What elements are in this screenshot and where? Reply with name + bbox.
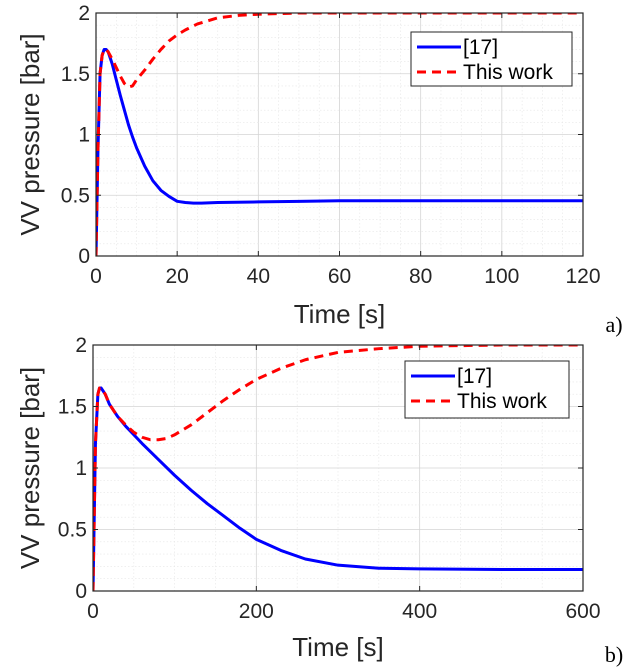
panel-b-legend: [17] This work: [404, 360, 570, 419]
panel-a-chart: 0 20 40 60 80 100 120 0 0.5 1 1.5 2 Time [s] VV pre…: [15, 2, 623, 337]
panel-b-x-tick-label: 0: [87, 600, 99, 623]
panel-a-series-line-17: [96, 47, 583, 256]
panel-b-tag: b): [605, 642, 623, 667]
panel-a-legend: [17] This work: [410, 31, 573, 87]
panel-a-series-line-this-work: [96, 13, 583, 256]
panel-b-series: [93, 345, 583, 591]
panel-b-chart: 0 200 400 600 0 0.5 1 1.5 2 Time [s] VV pressure…: [15, 334, 623, 667]
panel-b-y-axis-label: VV pressure [bar]: [15, 367, 45, 569]
panel-b-x-tick-label: 600: [565, 600, 600, 623]
panel-b-y-tick-label: 0: [75, 580, 87, 603]
panel-b-series-line-17: [93, 386, 583, 591]
panel-a-x-tick-label: 0: [90, 265, 102, 288]
panel-a-x-tick-label: 80: [409, 265, 432, 288]
panel-b-x-tick-label: 400: [402, 600, 437, 623]
panel-a-x-tick-label: 120: [565, 265, 600, 288]
panel-a-legend-label-this-work: This work: [463, 61, 553, 84]
panel-a-legend-box: [410, 31, 573, 87]
panel-b-y-tick-label: 1: [75, 457, 87, 480]
panel-a-x-tick-label: 40: [247, 265, 270, 288]
panel-b-x-tick-label: 200: [239, 600, 274, 623]
panel-a-y-tick-label: 1.5: [61, 63, 90, 86]
panel-b-x-axis-label: Time [s]: [292, 632, 383, 662]
panel-a-y-tick-label: 2: [78, 2, 90, 25]
panel-b-legend-label-17: [17]: [457, 365, 492, 388]
panel-b-y-tick-label: 0.5: [58, 519, 87, 542]
panel-a-tag: a): [605, 312, 622, 337]
panel-a-series: [96, 13, 583, 256]
panel-b-y-tick-label: 1.5: [58, 396, 87, 419]
panel-a-legend-label-17: [17]: [463, 36, 498, 59]
panel-a-y-tick-label: 0: [78, 245, 90, 268]
panel-a-x-tick-label: 60: [328, 265, 351, 288]
panel-b-legend-box: [404, 360, 570, 419]
panel-a-y-tick-label: 1: [78, 124, 90, 147]
panel-a-y-tick-label: 0.5: [61, 184, 90, 207]
panel-a-x-axis-label: Time [s]: [294, 299, 385, 329]
panel-b-y-tick-label: 2: [75, 334, 87, 357]
panel-a-x-tick-label: 20: [165, 265, 188, 288]
panel-b-ticks: 0 200 400 600 0 0.5 1 1.5 2: [58, 334, 601, 623]
panel-a-y-axis-label: VV pressure [bar]: [15, 33, 45, 235]
panel-b-legend-label-this-work: This work: [457, 390, 547, 413]
panel-a-x-tick-label: 100: [484, 265, 519, 288]
panel-a-ticks: 0 20 40 60 80 100 120 0 0.5 1 1.5 2: [61, 2, 601, 288]
